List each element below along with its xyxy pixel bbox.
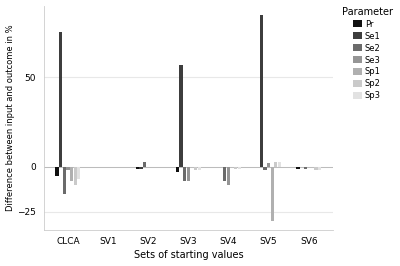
Bar [74, 167, 77, 185]
Bar [223, 167, 226, 181]
Bar [296, 167, 300, 169]
Bar [267, 163, 270, 167]
Bar [143, 161, 146, 167]
Bar [260, 15, 263, 167]
Bar [70, 167, 73, 181]
Bar [263, 167, 267, 171]
Bar [274, 161, 278, 167]
Bar [198, 167, 201, 171]
Bar [271, 167, 274, 221]
Bar [139, 167, 143, 169]
Bar [194, 167, 197, 171]
Bar [176, 167, 179, 172]
Bar [180, 65, 183, 167]
Bar [234, 167, 237, 169]
Legend: Pr, Se1, Se2, Se3, Sp1, Sp2, Sp3: Pr, Se1, Se2, Se3, Sp1, Sp2, Sp3 [340, 5, 394, 102]
Y-axis label: Difference between input and outcome in %: Difference between input and outcome in … [6, 24, 14, 211]
Bar [304, 167, 307, 169]
Bar [238, 167, 241, 169]
Bar [66, 167, 70, 171]
Bar [183, 167, 186, 181]
Bar [187, 167, 190, 181]
X-axis label: Sets of starting values: Sets of starting values [134, 251, 243, 260]
Bar [314, 167, 318, 171]
Bar [278, 161, 281, 167]
Bar [136, 167, 139, 169]
Bar [63, 167, 66, 194]
Bar [59, 32, 62, 167]
Bar [56, 167, 59, 176]
Bar [227, 167, 230, 185]
Bar [77, 167, 80, 180]
Bar [318, 167, 321, 171]
